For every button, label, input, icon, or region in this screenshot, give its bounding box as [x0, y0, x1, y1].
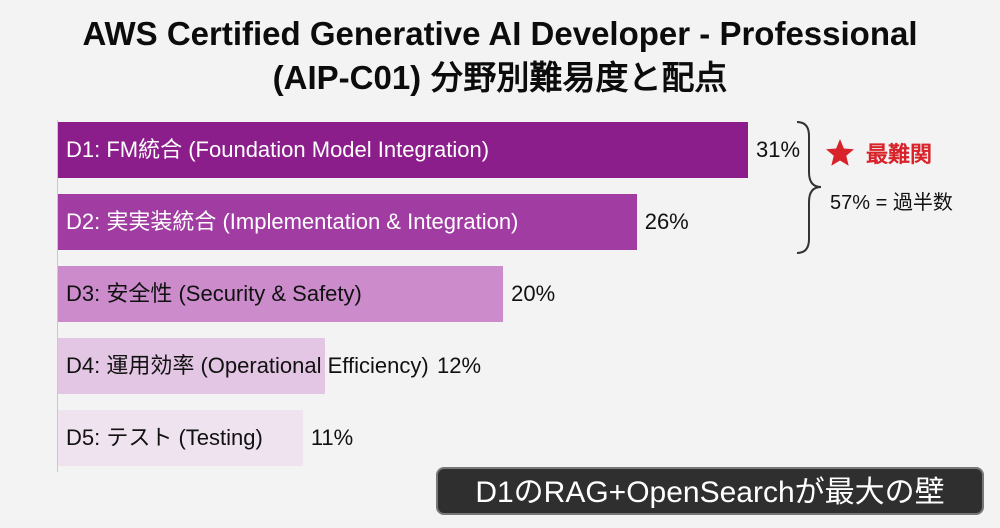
hardest-label: 最難関 [866, 142, 933, 167]
subtitle-caption: D1のRAG+OpenSearchが最大の壁 [436, 467, 984, 515]
bar-d3 [58, 266, 504, 322]
bar-d2 [58, 194, 637, 250]
value-label-d2: 26% [644, 209, 689, 234]
hardest-annotation: 最難関 [824, 136, 932, 170]
star-icon [826, 139, 854, 166]
chart-title: AWS Certified Generative AI Developer - … [0, 12, 1000, 100]
chart-title-line-2: (AIP-C01) 分野別難易度と配点 [272, 59, 728, 96]
value-label-d5: 11% [310, 425, 354, 450]
bar-label-d4: D4: 運用効率 (Operational Efficiency) [66, 353, 429, 378]
majority-note: 57% = 過半数 [830, 192, 953, 214]
bar-d5 [58, 410, 303, 466]
bar-d4 [58, 338, 326, 394]
category-axis-line [57, 120, 58, 472]
right-brace-icon [796, 121, 822, 254]
chart-title-line-1: AWS Certified Generative AI Developer - … [82, 15, 918, 52]
value-label-d3: 20% [511, 281, 556, 306]
bar-label-d5: D5: テスト (Testing) [66, 425, 263, 450]
value-label-d4: 12% [437, 353, 482, 378]
bar-label-d1: D1: FM統合 (Foundation Model Integration) [66, 137, 490, 162]
bar-label-d3: D3: 安全性 (Security & Safety) [66, 281, 362, 306]
bar-d1 [58, 122, 748, 178]
bar-label-d2: D2: 実実装統合 (Implementation & Integration) [66, 209, 519, 234]
value-label-d1: 31% [756, 137, 801, 162]
